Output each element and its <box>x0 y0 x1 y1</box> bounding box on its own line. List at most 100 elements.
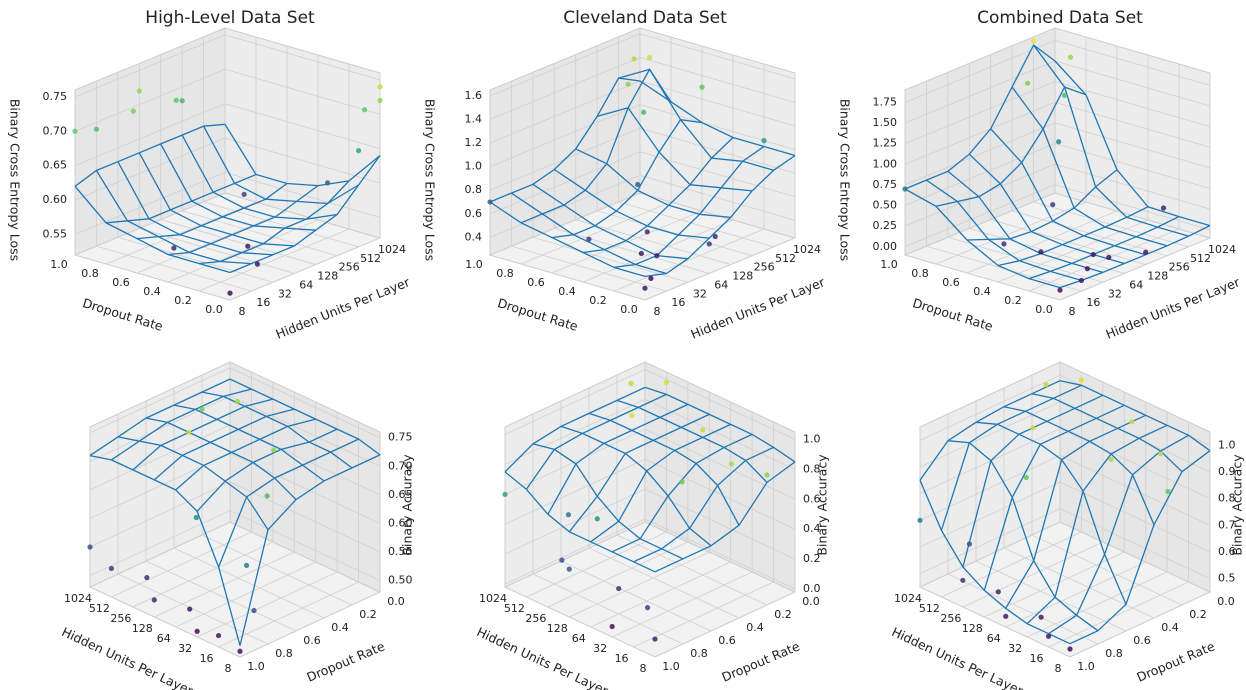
grid-line <box>560 560 712 632</box>
grid-line <box>904 60 1056 124</box>
surface-line <box>616 399 768 483</box>
x-tick-label: 16 <box>256 296 270 309</box>
grid-line <box>229 521 381 593</box>
y-tick-label: 0.4 <box>331 621 349 634</box>
y-tick-label: 0.2 <box>174 294 192 307</box>
z-tick-label: 0.6 <box>1218 545 1236 558</box>
scatter-point <box>609 623 615 630</box>
grid-line <box>229 367 381 439</box>
surface-line <box>633 446 774 563</box>
grid-line <box>74 137 226 201</box>
scatter-point <box>1078 277 1085 284</box>
surface-line <box>136 182 288 240</box>
y-tick-label: 1.0 <box>465 258 483 271</box>
x-tick-label: 16 <box>1030 652 1044 665</box>
surface-line <box>947 170 1104 274</box>
y-tick-label: 1.0 <box>1077 660 1095 673</box>
x-tick-label: 128 <box>547 622 568 635</box>
grid-line <box>941 531 1082 598</box>
surface-line <box>568 413 710 533</box>
grid-line <box>74 254 231 301</box>
grid-line <box>229 395 381 467</box>
z-tick-label: 0.60 <box>43 193 68 206</box>
scatter-point <box>1078 377 1085 383</box>
scatter-point <box>171 245 177 251</box>
x-tick-label: 8 <box>225 662 232 675</box>
grid-line <box>639 33 796 80</box>
scatter-point <box>487 199 493 205</box>
scatter-point <box>663 379 670 386</box>
scatter-point <box>227 290 233 296</box>
surface-line <box>919 480 1071 645</box>
grid-line <box>588 547 740 619</box>
scatter-point <box>648 275 654 281</box>
scatter-point <box>594 516 600 522</box>
grid-line <box>89 521 231 588</box>
surface-line <box>590 423 731 543</box>
x-tick-label: 8 <box>640 662 647 675</box>
grid-line <box>904 122 1056 186</box>
surface-line <box>111 388 252 461</box>
grid-line <box>644 399 796 470</box>
grid-line <box>904 81 1056 144</box>
z-tick-label: 0.60 <box>388 516 413 529</box>
grid-line <box>489 33 641 97</box>
y-tick-label: 0.6 <box>303 634 321 647</box>
scatter-point <box>264 493 270 499</box>
surface-line <box>1048 434 1189 635</box>
y-tick-label: 0.4 <box>1161 621 1179 634</box>
scatter-point <box>108 565 115 572</box>
grid-line <box>532 236 688 283</box>
surface-line <box>926 179 1082 282</box>
surface-line <box>1059 380 1211 452</box>
x-tick-label: 1024 <box>1208 243 1236 256</box>
scatter-point <box>712 233 718 240</box>
x-tick-label: 512 <box>89 602 110 615</box>
grid-line <box>639 80 796 127</box>
surface-line <box>551 119 703 239</box>
grid-line <box>966 210 1118 274</box>
grid-line <box>198 228 350 292</box>
x-tick-label: 512 <box>775 252 796 265</box>
surface-line <box>1031 393 1183 473</box>
z-tick-label: 0.70 <box>43 124 68 137</box>
grid-line <box>1054 39 1211 86</box>
grid-line <box>74 68 226 132</box>
surface-line <box>1026 424 1168 625</box>
x-tick-label: 8 <box>654 305 661 318</box>
y-tick-label: 0.8 <box>275 647 293 660</box>
grid-line <box>1059 508 1211 580</box>
scatter-point <box>1061 92 1068 98</box>
grid-line <box>644 428 796 500</box>
z-tick-label: 0.50 <box>388 574 413 587</box>
grid-line <box>1026 571 1168 638</box>
scatter-point <box>917 517 923 523</box>
x-tick-label: 256 <box>1169 261 1190 274</box>
grid-line <box>203 201 359 248</box>
scatter-point <box>72 128 78 134</box>
x-tick-label: 16 <box>1086 296 1100 309</box>
grid-line <box>997 219 1149 283</box>
scatter-point <box>706 241 712 247</box>
grid-line <box>89 424 231 491</box>
scatter-point <box>699 84 705 90</box>
surface-line <box>117 436 269 531</box>
grid-line <box>644 237 796 301</box>
grid-line <box>154 551 295 618</box>
x-tick-label: 8 <box>1055 662 1062 675</box>
grid-line <box>504 521 646 588</box>
grid-line <box>1054 101 1211 148</box>
scatter-point <box>1045 633 1052 639</box>
surface-line <box>904 44 1056 190</box>
grid-line <box>224 103 381 150</box>
scatter-point <box>271 447 277 453</box>
z-tick-label: 0.55 <box>43 227 68 240</box>
x-tick-label: 128 <box>732 270 753 283</box>
scatter-point <box>1165 488 1171 495</box>
x-tick-label: 1024 <box>894 592 922 605</box>
scatter-point <box>377 97 383 104</box>
surface-line <box>575 148 731 219</box>
grid-line <box>644 369 796 440</box>
grid-line <box>167 219 319 283</box>
